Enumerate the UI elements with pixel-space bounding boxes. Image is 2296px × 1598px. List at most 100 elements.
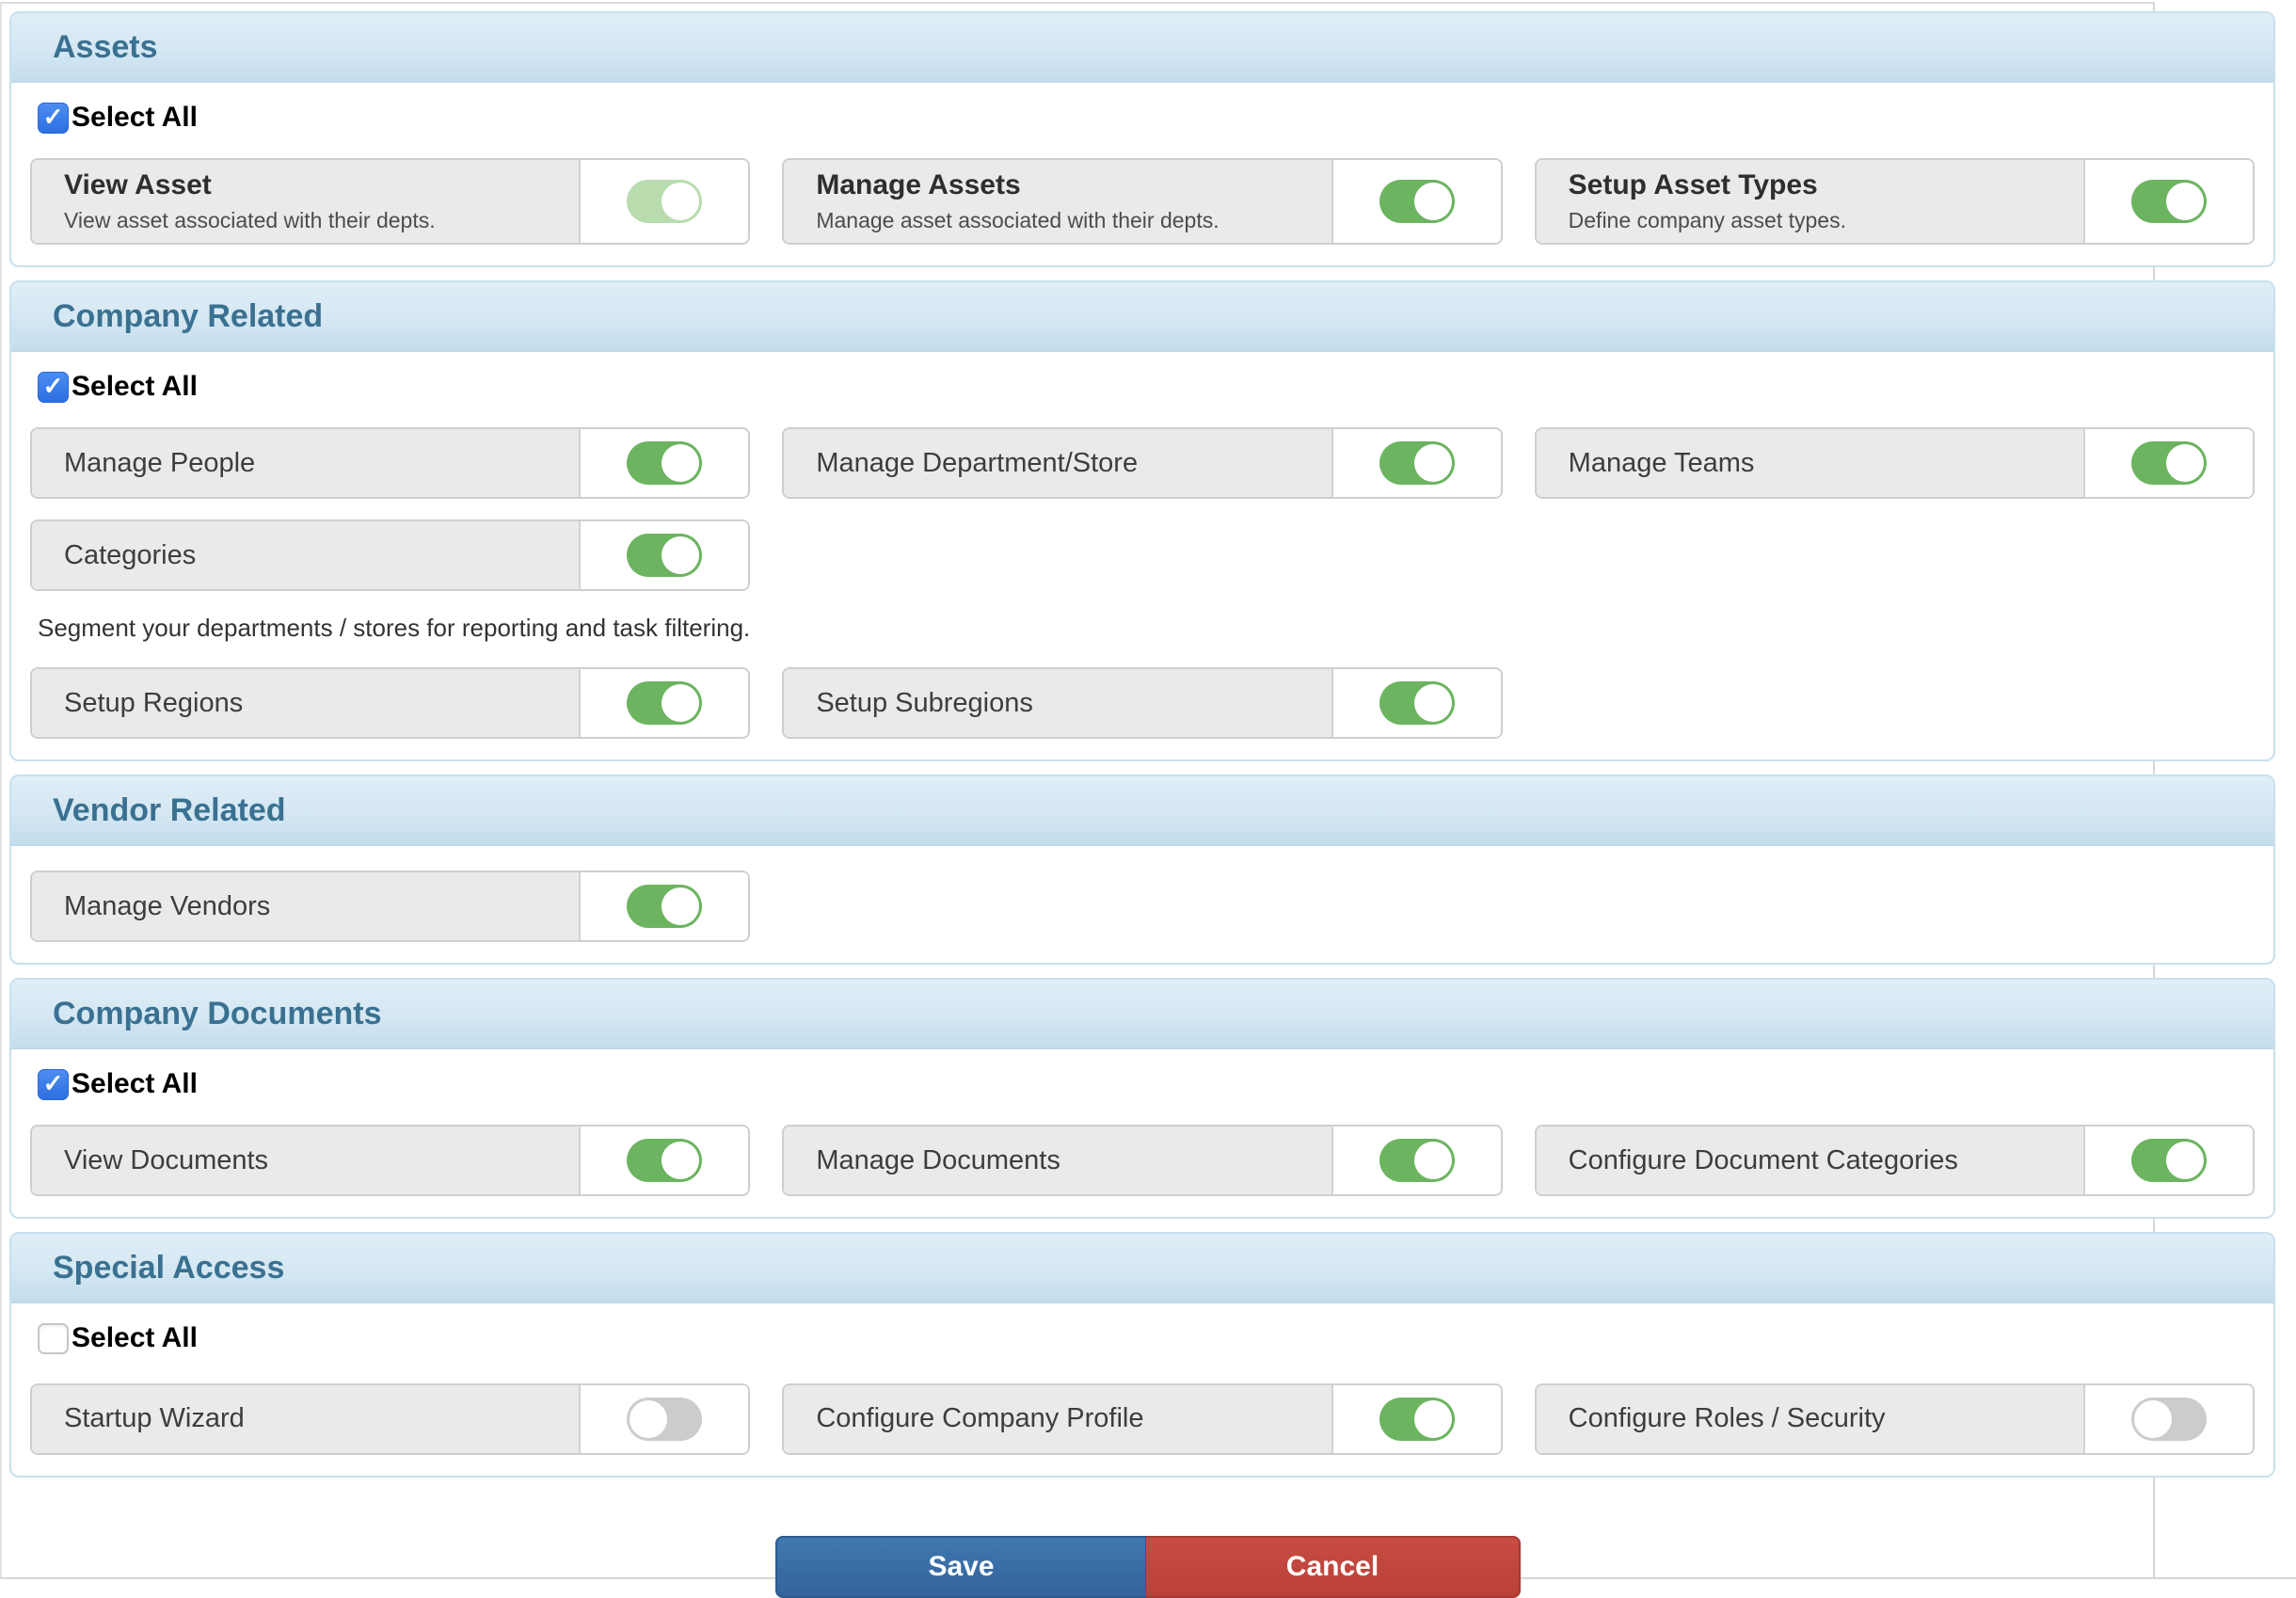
permission-title: Configure Roles / Security bbox=[1568, 1403, 1886, 1433]
permission-subtitle: Manage asset associated with their depts… bbox=[816, 208, 1220, 232]
toggle-cell bbox=[581, 872, 749, 940]
permission-card: Manage People bbox=[30, 427, 751, 499]
select-all-checkbox[interactable]: ✓ bbox=[38, 371, 69, 403]
permission-cards-grid: View Asset View asset associated with th… bbox=[30, 158, 2255, 245]
permission-card-label: Setup Asset Types Define company asset t… bbox=[1536, 160, 2085, 243]
cancel-button[interactable]: Cancel bbox=[1146, 1535, 1521, 1598]
toggle-switch[interactable] bbox=[627, 1397, 703, 1441]
select-all-checkbox[interactable]: ✓ bbox=[38, 1068, 69, 1100]
permission-card-label: Setup Regions bbox=[32, 669, 582, 737]
toggle-switch[interactable] bbox=[1379, 441, 1455, 485]
permission-title: Categories bbox=[64, 539, 197, 570]
toggle-knob bbox=[2165, 1142, 2204, 1179]
permissions-panel-list: Assets ✓ Select All View Asset View asse… bbox=[9, 11, 2275, 1478]
permission-cards-grid: Startup Wizard Configure Company Profile… bbox=[30, 1382, 2255, 1455]
permission-card-label: View Documents bbox=[32, 1127, 582, 1194]
toggle-knob bbox=[2133, 1399, 2172, 1438]
section-title: Company Documents bbox=[53, 996, 382, 1031]
footer-actions: Save Cancel bbox=[0, 1535, 2296, 1598]
permission-card: Setup Subregions bbox=[782, 667, 1503, 739]
select-all-control[interactable]: ✓ Select All bbox=[38, 1322, 198, 1354]
permission-card-label: View Asset View asset associated with th… bbox=[32, 160, 582, 243]
permission-section: Vendor Related Manage Vendors bbox=[9, 775, 2275, 965]
toggle-switch[interactable] bbox=[2130, 1397, 2207, 1441]
section-body: ✓ Select All View Documents Manage Docum… bbox=[11, 1049, 2273, 1217]
toggle-switch[interactable] bbox=[1379, 1397, 1455, 1441]
toggle-cell bbox=[1332, 160, 1501, 243]
permission-title: Manage Documents bbox=[816, 1144, 1060, 1175]
permission-card: Manage Assets Manage asset associated wi… bbox=[782, 158, 1503, 245]
toggle-cell bbox=[1332, 429, 1501, 497]
permission-section: Company Documents ✓ Select All View Docu… bbox=[9, 978, 2275, 1219]
section-body: ✓ Select All View Asset View asset assoc… bbox=[11, 83, 2273, 265]
permission-title: Configure Document Categories bbox=[1568, 1144, 1958, 1175]
permission-card: Startup Wizard bbox=[30, 1382, 751, 1455]
toggle-switch[interactable] bbox=[627, 885, 703, 928]
toggle-switch[interactable] bbox=[627, 441, 703, 485]
toggle-switch[interactable] bbox=[2130, 1139, 2207, 1182]
permission-title: Manage Department/Store bbox=[816, 447, 1139, 478]
permission-card: View Asset View asset associated with th… bbox=[30, 158, 751, 245]
permission-title: View Asset bbox=[64, 169, 212, 200]
permission-card-label: Manage Vendors bbox=[32, 872, 582, 940]
toggle-knob bbox=[1413, 1142, 1452, 1179]
select-all-label: Select All bbox=[72, 1068, 198, 1099]
section-helper-text: Segment your departments / stores for re… bbox=[38, 614, 751, 642]
select-all-control[interactable]: ✓ Select All bbox=[38, 371, 198, 403]
toggle-cell bbox=[2084, 1384, 2253, 1453]
permission-card-label: Startup Wizard bbox=[32, 1384, 582, 1453]
checkmark-icon: ✓ bbox=[42, 372, 64, 400]
permission-card-label: Setup Subregions bbox=[784, 669, 1333, 737]
toggle-cell bbox=[581, 1127, 749, 1194]
permission-cards-grid: View Documents Manage Documents Configur… bbox=[30, 1125, 2255, 1196]
toggle-knob bbox=[662, 887, 700, 925]
permission-card-label: Configure Company Profile bbox=[784, 1384, 1333, 1453]
section-header: Assets bbox=[11, 13, 2273, 83]
toggle-cell bbox=[581, 160, 749, 243]
toggle-knob bbox=[662, 444, 700, 482]
toggle-switch[interactable] bbox=[1379, 180, 1455, 223]
permission-title: Setup Asset Types bbox=[1568, 169, 1818, 200]
select-all-checkbox[interactable]: ✓ bbox=[38, 1322, 69, 1354]
section-title: Company Related bbox=[53, 298, 324, 334]
permission-card-label: Manage People bbox=[32, 429, 582, 497]
permission-card: Categories bbox=[30, 519, 751, 591]
permission-title: Configure Company Profile bbox=[816, 1403, 1144, 1433]
toggle-knob bbox=[630, 1399, 668, 1438]
toggle-knob bbox=[2165, 183, 2204, 220]
permission-card-label: Manage Documents bbox=[784, 1127, 1333, 1194]
toggle-cell bbox=[581, 1384, 749, 1453]
permission-subtitle: Define company asset types. bbox=[1568, 208, 1846, 232]
toggle-knob bbox=[1413, 444, 1452, 482]
section-title: Vendor Related bbox=[53, 792, 286, 828]
toggle-cell bbox=[1332, 1127, 1501, 1194]
toggle-switch[interactable] bbox=[2130, 180, 2207, 223]
toggle-switch[interactable] bbox=[627, 180, 703, 223]
toggle-knob bbox=[1413, 684, 1452, 722]
toggle-switch[interactable] bbox=[627, 1139, 703, 1182]
toggle-knob bbox=[662, 1142, 700, 1179]
toggle-cell bbox=[581, 429, 749, 497]
permission-cards-grid: Manage People Manage Department/Store Ma… bbox=[30, 427, 2255, 591]
select-all-control[interactable]: ✓ Select All bbox=[38, 102, 198, 134]
permission-title: Setup Subregions bbox=[816, 687, 1033, 718]
toggle-cell bbox=[581, 669, 749, 737]
toggle-knob bbox=[662, 536, 700, 574]
permission-title: Setup Regions bbox=[64, 687, 244, 718]
permission-section: Special Access ✓ Select All Startup Wiza… bbox=[9, 1232, 2275, 1478]
toggle-knob bbox=[662, 684, 700, 722]
select-all-checkbox[interactable]: ✓ bbox=[38, 102, 69, 134]
checkmark-icon: ✓ bbox=[42, 103, 64, 131]
permission-card: Configure Roles / Security bbox=[1534, 1382, 2255, 1455]
permission-title: Manage Vendors bbox=[64, 890, 271, 921]
toggle-switch[interactable] bbox=[1379, 681, 1455, 725]
toggle-switch[interactable] bbox=[627, 681, 703, 725]
select-all-control[interactable]: ✓ Select All bbox=[38, 1068, 198, 1100]
toggle-knob bbox=[1413, 183, 1452, 220]
save-button[interactable]: Save bbox=[775, 1535, 1146, 1598]
toggle-switch[interactable] bbox=[2130, 441, 2207, 485]
permission-card-label: Manage Department/Store bbox=[784, 429, 1333, 497]
toggle-switch[interactable] bbox=[1379, 1139, 1455, 1182]
section-header: Company Documents bbox=[11, 980, 2273, 1049]
toggle-switch[interactable] bbox=[627, 534, 703, 577]
